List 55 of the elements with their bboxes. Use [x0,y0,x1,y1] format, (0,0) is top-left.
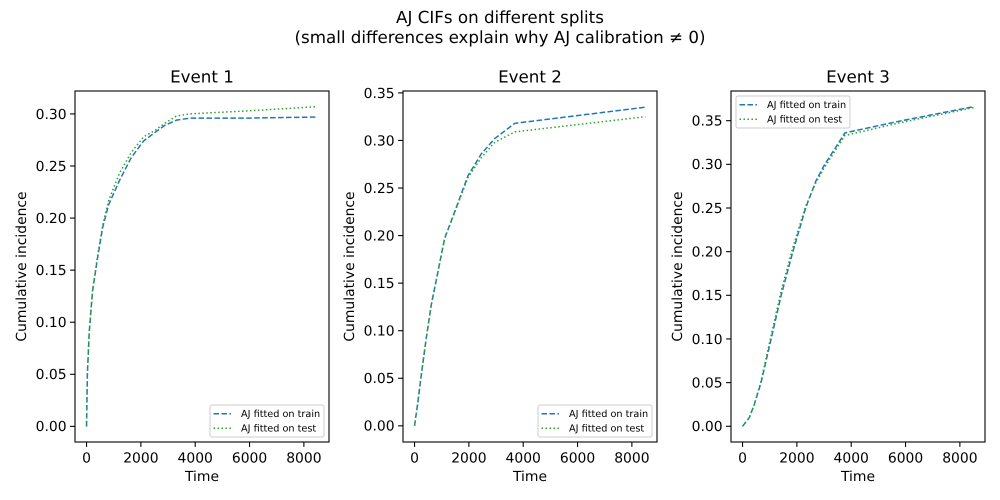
x-tick-label: 8000 [942,450,978,466]
y-tick-label: 0.15 [36,263,67,280]
y-tick-label: 0.20 [36,210,67,227]
x-axis-title: Time [184,469,219,485]
y-tick-label: 0.30 [36,106,67,123]
y-tick-label: 0.25 [692,200,723,217]
legend-label: AJ fitted on test [767,114,842,126]
y-tick-label: 0.10 [364,324,395,340]
legend-label: AJ fitted on train [569,409,648,420]
y-tick-label: 0.05 [692,375,723,392]
text: AJ CIFs on different splits [396,7,604,27]
text: (small differences explain why AJ calibration ≠ 0) [294,27,706,47]
chart-title: Event 2 [498,66,562,86]
y-tick-label: 0.25 [36,158,67,175]
legend-label: AJ fitted on test [241,424,316,435]
x-tick-label: 2000 [451,450,487,466]
x-tick-label: 4000 [834,450,869,466]
x-tick-label: 8000 [286,450,322,466]
x-tick-label: 4000 [506,450,541,466]
x-tick-label: 0 [82,450,91,466]
y-tick-label: 0.15 [364,276,395,292]
x-axis-title: Time [840,469,875,485]
y-axis-title: Cumulative incidence [670,191,686,342]
y-axis-title: Cumulative incidence [342,191,358,342]
y-tick-label: 0.20 [692,244,723,261]
x-tick-label: 4000 [178,450,213,466]
y-tick-label: 0.15 [692,288,723,304]
y-tick-label: 0.05 [36,367,67,384]
y-tick-label: 0.30 [364,133,395,150]
y-tick-label: 0.10 [36,315,67,332]
x-tick-label: 0 [738,450,747,466]
x-tick-label: 6000 [888,450,924,466]
y-tick-label: 0.00 [692,419,723,436]
legend-label: AJ fitted on test [569,424,644,435]
x-tick-label: 6000 [560,450,596,466]
x-axis-title: Time [512,469,547,485]
y-tick-label: 0.00 [364,418,395,435]
x-tick-label: 2000 [123,450,159,466]
y-tick-label: 0.30 [692,157,723,174]
x-tick-label: 6000 [232,450,268,466]
x-tick-label: 8000 [614,450,650,466]
y-tick-label: 0.05 [364,371,395,388]
x-tick-label: 2000 [779,450,815,466]
legend-label: AJ fitted on train [241,409,320,420]
y-tick-label: 0.25 [364,180,395,197]
y-axis-title: Cumulative incidence [14,191,30,342]
y-tick-label: 0.00 [36,419,67,436]
chart-title: Event 3 [826,66,890,86]
y-tick-label: 0.20 [364,228,395,244]
y-tick-label: 0.35 [364,86,395,102]
x-tick-label: 0 [410,450,419,466]
y-tick-label: 0.10 [692,332,723,348]
legend-label: AJ fitted on train [767,100,846,112]
chart-title: Event 1 [170,66,234,86]
y-tick-label: 0.35 [692,114,723,130]
